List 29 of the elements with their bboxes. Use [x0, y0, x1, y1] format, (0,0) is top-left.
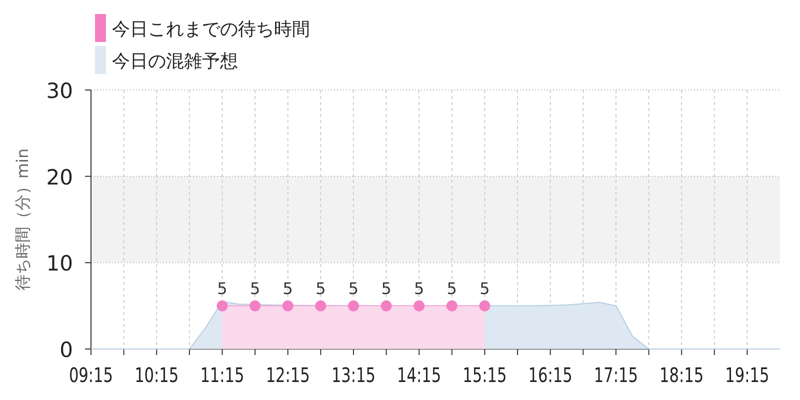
x-tick-label: 11:15 [200, 364, 244, 388]
data-label: 5 [446, 278, 457, 298]
x-tick-label: 18:15 [660, 364, 704, 388]
data-label: 5 [282, 278, 293, 298]
x-tick-label: 09:15 [68, 364, 114, 388]
y-tick-label: 0 [60, 338, 73, 362]
legend-label: 今日の混雑予想 [112, 51, 238, 72]
legend-item: 今日これまでの待ち時間 [95, 14, 310, 42]
data-label: 5 [348, 278, 359, 298]
x-tick-label: 12:15 [266, 364, 310, 388]
y-tick-label: 30 [46, 79, 73, 103]
legend-label: 今日これまでの待ち時間 [112, 19, 310, 40]
y-tick-label: 20 [46, 165, 73, 190]
data-label: 5 [414, 278, 424, 298]
data-label: 5 [250, 278, 260, 298]
data-label: 5 [381, 278, 392, 298]
legend-item: 今日の混雑予想 [95, 46, 238, 74]
data-label: 5 [217, 278, 228, 298]
x-tick-label: 13:15 [331, 364, 376, 388]
y-tick-label: 10 [46, 252, 73, 276]
data-label: 5 [316, 278, 326, 298]
data-label: 5 [480, 278, 490, 298]
x-tick-label: 16:15 [528, 364, 572, 388]
y-axis-title: 待ち時間（分）min [13, 148, 32, 291]
x-tick-label: 19:15 [725, 364, 770, 388]
x-tick-label: 14:15 [397, 364, 442, 388]
x-tick-label: 15:15 [462, 364, 507, 388]
x-tick-label: 17:15 [594, 364, 638, 388]
x-tick-label: 10:15 [134, 364, 179, 388]
